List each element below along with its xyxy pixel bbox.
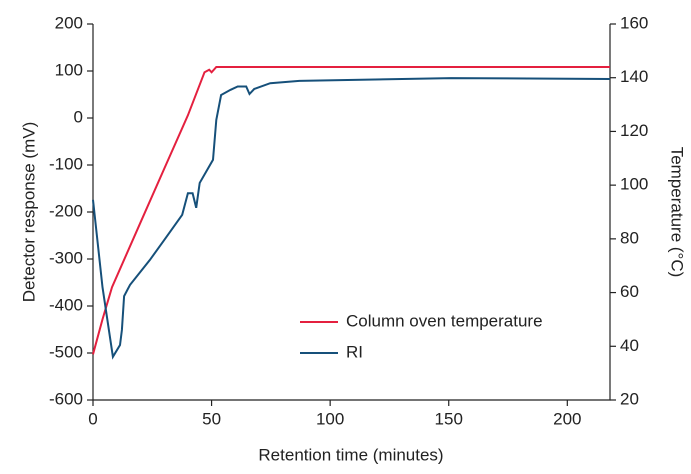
y-tick-label: -400	[49, 295, 83, 314]
x-tick-label: 150	[435, 409, 463, 428]
y2-tick-label: 20	[620, 389, 639, 408]
x-tick-label: 50	[202, 409, 221, 428]
y-tick-label: 200	[55, 13, 83, 32]
x-tick-label: 100	[316, 409, 344, 428]
line-series	[92, 66, 610, 355]
x-tick-label: 200	[553, 409, 581, 428]
y-tick-label: -600	[49, 389, 83, 408]
y2-tick-label: 100	[620, 175, 648, 194]
y2-tick-label: 160	[620, 13, 648, 32]
y-tick-label: 0	[74, 107, 83, 126]
y2-tick-label: 120	[620, 121, 648, 140]
y-tick-label: -300	[49, 248, 83, 267]
y-axis-label: Detector response (mV)	[19, 122, 38, 302]
y2-tick-label: 140	[620, 67, 648, 86]
y-tick-label: 100	[55, 60, 83, 79]
legend-label: RI	[346, 342, 363, 361]
legend-label: Column oven temperature	[346, 311, 543, 330]
y-tick-label: -500	[49, 342, 83, 361]
y2-axis-label: Temperature (°C)	[668, 147, 687, 278]
y-tick-label: -200	[49, 201, 83, 220]
x-tick-label: 0	[88, 409, 97, 428]
line-series	[92, 77, 611, 360]
x-axis-label: Retention time (minutes)	[258, 445, 443, 464]
y2-tick-label: 40	[620, 336, 639, 355]
y2-tick-label: 60	[620, 282, 639, 301]
y-tick-label: -100	[49, 154, 83, 173]
y2-tick-label: 80	[620, 228, 639, 247]
